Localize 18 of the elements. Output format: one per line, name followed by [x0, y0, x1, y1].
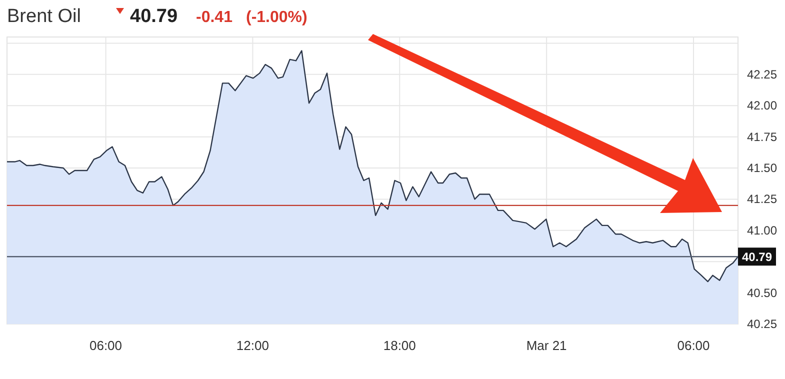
- ref-line-label: 40.79: [742, 250, 772, 264]
- text: (-1.00%): [246, 9, 308, 26]
- x-tick-label: 18:00: [383, 338, 416, 353]
- y-tick-label: 40.25: [746, 317, 778, 331]
- y-tick-label: 40.50: [746, 286, 778, 300]
- y-tick-label: 42.00: [746, 98, 778, 113]
- text: -0.41: [196, 9, 233, 26]
- y-tick-label: 41.50: [746, 161, 778, 176]
- x-tick-label: 06:00: [90, 338, 122, 353]
- y-tick-label: 41.25: [746, 192, 778, 206]
- chart-subtitle: 40.79: [130, 6, 178, 27]
- chart-title: Brent Oil: [7, 6, 81, 27]
- x-tick-label: 06:00: [677, 338, 710, 353]
- y-tick-label: 41.75: [746, 130, 778, 144]
- y-tick-label: 41.00: [746, 223, 778, 238]
- y-tick-label: 42.25: [746, 67, 778, 82]
- x-tick-label: 12:00: [236, 338, 269, 353]
- x-tick-label: Mar 21: [526, 338, 567, 353]
